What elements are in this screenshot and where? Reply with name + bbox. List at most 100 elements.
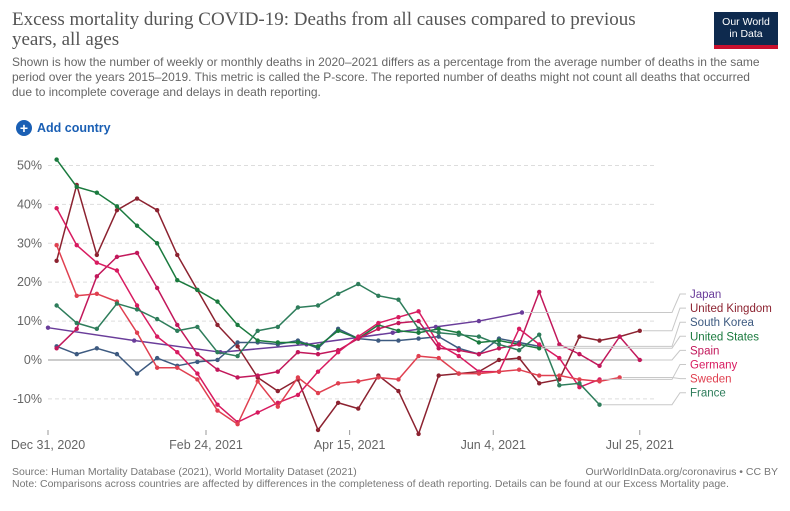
data-point-united-kingdom[interactable] (396, 388, 401, 394)
data-point-france[interactable] (315, 303, 321, 308)
data-point-united-kingdom[interactable] (154, 207, 160, 213)
data-point-south-korea[interactable] (134, 371, 140, 376)
data-point-united-states[interactable] (74, 184, 79, 190)
data-point-germany[interactable] (537, 342, 542, 347)
data-point-france[interactable] (456, 332, 461, 337)
data-point-japan[interactable] (45, 325, 51, 330)
data-point-spain[interactable] (235, 375, 240, 380)
data-point-united-kingdom[interactable] (275, 388, 281, 394)
data-point-germany[interactable] (577, 385, 582, 390)
data-point-united-kingdom[interactable] (54, 258, 59, 263)
data-point-france[interactable] (557, 383, 562, 388)
data-point-sweden[interactable] (255, 379, 260, 384)
data-point-france[interactable] (376, 293, 381, 298)
data-point-spain[interactable] (396, 320, 401, 326)
data-point-france[interactable] (436, 330, 441, 335)
data-point-sweden[interactable] (54, 243, 59, 248)
data-point-south-korea[interactable] (396, 338, 401, 343)
data-point-france[interactable] (94, 326, 100, 332)
data-point-united-states[interactable] (154, 241, 160, 246)
data-point-sweden[interactable] (456, 371, 461, 376)
data-point-united-kingdom[interactable] (215, 322, 220, 328)
data-point-germany[interactable] (376, 320, 381, 326)
series-line-united-kingdom[interactable] (55, 184, 640, 435)
data-point-spain[interactable] (114, 254, 120, 260)
data-point-france[interactable] (114, 301, 120, 306)
data-point-united-kingdom[interactable] (516, 355, 522, 361)
data-point-germany[interactable] (335, 349, 341, 355)
data-point-germany[interactable] (94, 260, 100, 265)
data-point-france[interactable] (295, 305, 301, 310)
data-point-germany[interactable] (295, 392, 301, 398)
data-point-sweden[interactable] (134, 330, 140, 335)
data-point-united-kingdom[interactable] (577, 334, 582, 339)
data-point-spain[interactable] (215, 367, 220, 372)
legend-label-spain[interactable]: Spain (690, 345, 719, 357)
data-point-france[interactable] (577, 381, 582, 386)
data-point-germany[interactable] (255, 410, 260, 415)
data-point-united-kingdom[interactable] (335, 400, 341, 405)
data-point-sweden[interactable] (376, 375, 381, 380)
data-point-sweden[interactable] (516, 367, 522, 372)
data-point-germany[interactable] (315, 369, 321, 374)
data-point-south-korea[interactable] (235, 340, 240, 345)
data-point-germany[interactable] (114, 268, 120, 273)
data-point-south-korea[interactable] (376, 338, 381, 343)
data-point-south-korea[interactable] (215, 357, 220, 363)
data-point-germany[interactable] (54, 206, 59, 211)
data-point-united-kingdom[interactable] (134, 196, 140, 201)
data-point-france[interactable] (255, 328, 260, 333)
data-point-france[interactable] (74, 320, 79, 326)
data-point-germany[interactable] (416, 309, 421, 314)
data-point-united-kingdom[interactable] (175, 252, 180, 258)
data-point-france[interactable] (175, 328, 180, 333)
data-point-sweden[interactable] (74, 293, 79, 298)
data-point-united-states[interactable] (114, 204, 120, 209)
data-point-sweden[interactable] (195, 377, 200, 382)
data-point-spain[interactable] (376, 326, 381, 332)
data-point-spain[interactable] (577, 351, 582, 357)
data-point-united-states[interactable] (335, 328, 341, 333)
data-point-spain[interactable] (54, 346, 59, 351)
data-point-united-states[interactable] (537, 346, 542, 351)
data-point-sweden[interactable] (597, 379, 602, 384)
data-point-united-states[interactable] (396, 328, 401, 333)
data-point-sweden[interactable] (275, 404, 281, 409)
data-point-france[interactable] (537, 332, 542, 337)
series-line-germany[interactable] (55, 207, 600, 423)
data-point-sweden[interactable] (537, 373, 542, 378)
data-point-united-states[interactable] (235, 322, 240, 328)
legend-label-germany[interactable]: Germany (690, 360, 738, 372)
data-point-spain[interactable] (315, 351, 321, 357)
data-point-france[interactable] (597, 402, 602, 407)
data-point-sweden[interactable] (235, 421, 240, 427)
data-point-united-states[interactable] (315, 344, 321, 349)
data-point-sweden[interactable] (396, 377, 401, 382)
data-point-spain[interactable] (74, 326, 79, 332)
data-point-united-kingdom[interactable] (356, 406, 361, 411)
data-point-japan[interactable] (519, 310, 525, 315)
legend-label-japan[interactable]: Japan (690, 289, 721, 301)
data-point-japan[interactable] (131, 338, 137, 343)
data-point-united-states[interactable] (54, 157, 59, 162)
data-point-south-korea[interactable] (94, 346, 100, 351)
data-point-germany[interactable] (195, 371, 200, 376)
data-point-spain[interactable] (637, 357, 642, 363)
data-point-united-states[interactable] (255, 338, 260, 343)
data-point-spain[interactable] (617, 334, 622, 339)
legend-label-france[interactable]: France (690, 388, 726, 400)
data-point-france[interactable] (335, 291, 341, 297)
series-line-sweden[interactable] (55, 244, 620, 425)
data-point-united-states[interactable] (215, 299, 220, 304)
data-point-united-states[interactable] (94, 190, 100, 195)
data-point-sweden[interactable] (436, 355, 441, 361)
data-point-united-states[interactable] (134, 223, 140, 228)
series-line-japan[interactable] (47, 311, 523, 353)
data-point-japan[interactable] (476, 318, 482, 324)
data-point-germany[interactable] (436, 342, 441, 347)
data-point-germany[interactable] (215, 402, 220, 407)
legend-label-sweden[interactable]: Sweden (690, 374, 732, 386)
owid-logo[interactable]: Our World in Data (714, 12, 778, 49)
data-point-france[interactable] (516, 348, 522, 353)
data-point-spain[interactable] (416, 318, 421, 324)
